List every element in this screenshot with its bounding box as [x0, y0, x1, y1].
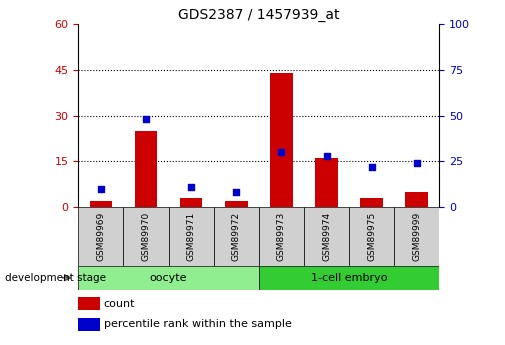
Text: GSM89971: GSM89971: [187, 212, 195, 261]
Bar: [406, 192, 428, 207]
Text: GSM89975: GSM89975: [367, 212, 376, 261]
Text: GSM89970: GSM89970: [141, 212, 150, 261]
Bar: [225, 201, 247, 207]
Bar: [394, 207, 439, 266]
Point: [187, 184, 195, 190]
Bar: [135, 131, 157, 207]
Bar: [78, 318, 100, 331]
Point: [277, 149, 285, 155]
Point: [368, 164, 376, 169]
Bar: [169, 207, 214, 266]
Text: percentile rank within the sample: percentile rank within the sample: [104, 319, 291, 329]
Bar: [259, 207, 304, 266]
Bar: [123, 207, 169, 266]
Bar: [259, 266, 439, 290]
Bar: [78, 297, 100, 310]
Point: [97, 186, 105, 191]
Text: count: count: [104, 299, 135, 308]
Text: oocyte: oocyte: [150, 273, 187, 283]
Point: [323, 153, 331, 159]
Bar: [304, 207, 349, 266]
Bar: [361, 198, 383, 207]
Bar: [315, 158, 338, 207]
Text: 1-cell embryo: 1-cell embryo: [311, 273, 387, 283]
Text: GSM89972: GSM89972: [232, 212, 241, 261]
Point: [413, 160, 421, 166]
Bar: [214, 207, 259, 266]
Text: GSM89969: GSM89969: [96, 212, 106, 261]
Bar: [78, 266, 259, 290]
Bar: [78, 207, 123, 266]
Text: GSM89973: GSM89973: [277, 212, 286, 261]
Point: [232, 190, 240, 195]
Text: GSM89974: GSM89974: [322, 212, 331, 261]
Bar: [180, 198, 203, 207]
Text: development stage: development stage: [5, 273, 106, 283]
Title: GDS2387 / 1457939_at: GDS2387 / 1457939_at: [178, 8, 339, 22]
Bar: [270, 73, 293, 207]
Text: GSM89999: GSM89999: [412, 212, 421, 261]
Bar: [349, 207, 394, 266]
Bar: [89, 201, 112, 207]
Point: [142, 117, 150, 122]
